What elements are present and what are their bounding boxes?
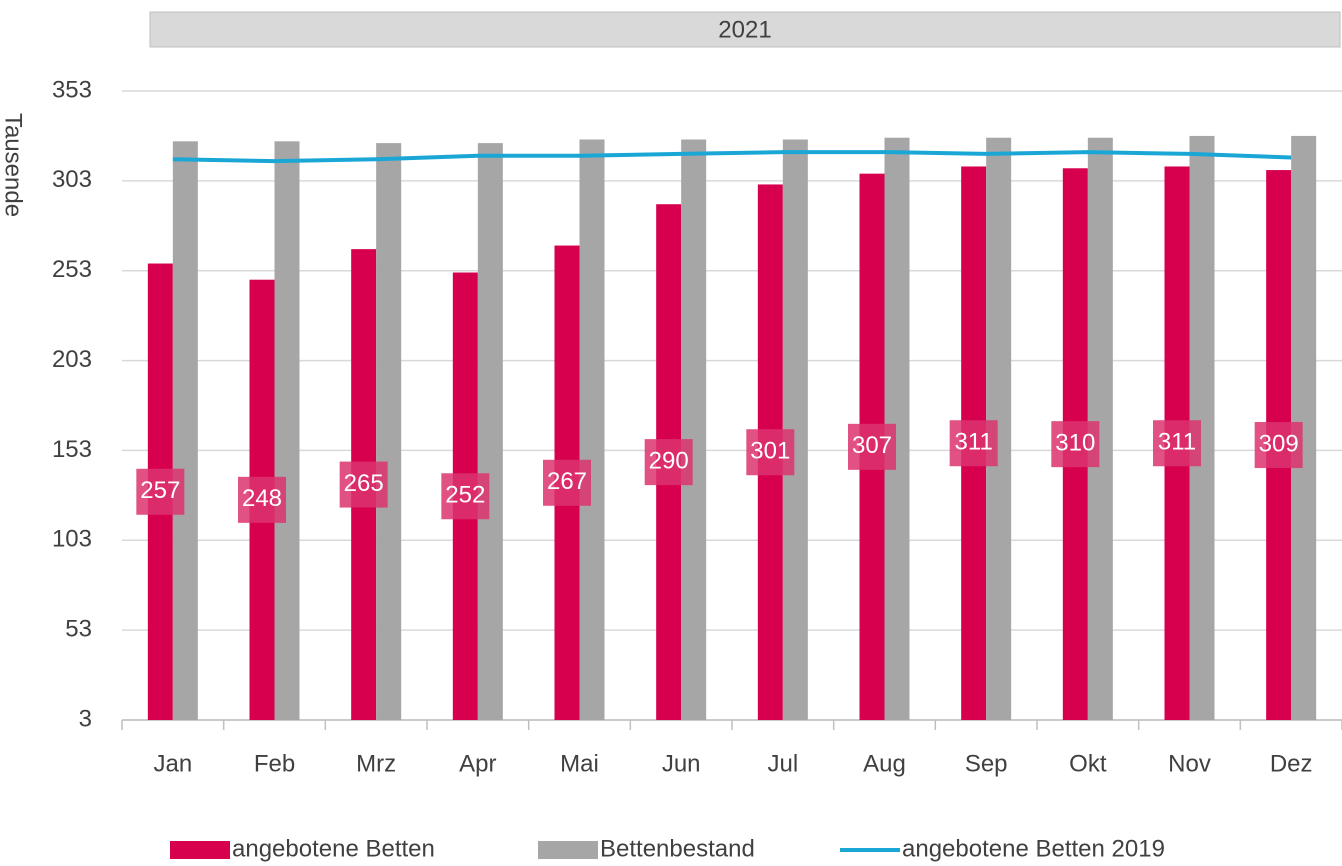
legend-swatch <box>170 841 230 859</box>
x-tick-label: Apr <box>459 750 496 777</box>
legend-swatch <box>538 841 598 859</box>
y-axis-label: Tausende <box>0 113 27 217</box>
y-tick-label: 203 <box>52 346 92 373</box>
x-tick-label: Mrz <box>356 750 396 777</box>
x-tick-label: Dez <box>1270 750 1313 777</box>
y-tick-label: 303 <box>52 166 92 193</box>
data-label-box <box>746 429 795 476</box>
x-tick-label: Mai <box>560 750 599 777</box>
x-tick-label: Jun <box>662 750 701 777</box>
x-tick-label: Jul <box>767 750 798 777</box>
data-label: 310 <box>1055 429 1095 456</box>
bar <box>172 141 198 720</box>
y-tick-label: 353 <box>52 76 92 103</box>
y-tick-label: 253 <box>52 256 92 283</box>
panel-label: 2021 <box>718 16 771 43</box>
x-tick-label: Aug <box>863 750 906 777</box>
data-label-box <box>339 461 388 508</box>
y-tick-label: 103 <box>52 526 92 553</box>
x-tick-label: Okt <box>1069 750 1107 777</box>
data-label: 307 <box>852 432 892 459</box>
data-label-box <box>1153 420 1201 467</box>
data-label-box <box>238 476 286 523</box>
bar <box>579 139 605 721</box>
data-label: 267 <box>547 468 587 495</box>
bar <box>274 141 300 720</box>
y-tick-label: 53 <box>65 615 92 642</box>
data-label-box <box>848 423 896 470</box>
data-label-box <box>1051 421 1100 468</box>
x-tick-label: Jan <box>153 750 192 777</box>
y-tick-label: 153 <box>52 436 92 463</box>
y-tick-label: 3 <box>79 705 92 732</box>
data-label: 265 <box>344 470 384 497</box>
data-label: 248 <box>242 485 282 512</box>
data-label: 252 <box>445 482 485 509</box>
bar <box>681 139 707 721</box>
legend-label: angebotene Betten 2019 <box>902 835 1165 862</box>
x-tick-label: Sep <box>965 750 1008 777</box>
panel-header <box>149 11 1341 48</box>
data-label-box <box>136 468 185 515</box>
data-label: 311 <box>1158 429 1196 456</box>
data-label-box <box>1254 422 1303 469</box>
data-label: 290 <box>649 447 689 474</box>
data-label-box <box>644 439 693 486</box>
data-label: 311 <box>955 429 993 456</box>
bar <box>477 143 503 721</box>
line <box>172 150 1292 164</box>
bar <box>376 143 402 721</box>
legend-label: Bettenbestand <box>600 835 755 862</box>
x-tick-label: Nov <box>1168 750 1211 777</box>
data-label-box <box>543 459 591 506</box>
data-label: 257 <box>140 477 180 504</box>
data-label: 301 <box>750 438 790 465</box>
data-label-box <box>441 473 490 520</box>
x-tick-label: Feb <box>254 750 295 777</box>
legend-label: angebotene Betten <box>232 835 435 862</box>
data-label: 309 <box>1259 430 1299 457</box>
data-label-box <box>949 420 998 467</box>
